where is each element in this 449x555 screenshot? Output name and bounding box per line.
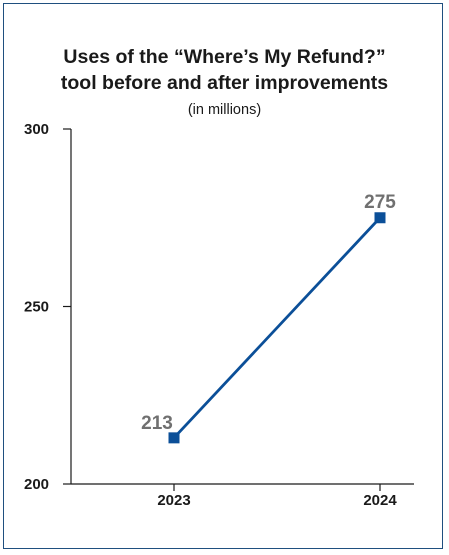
- data-point-2023: [168, 432, 180, 444]
- series-line: [172, 216, 382, 439]
- y-tick-label-300: 300: [24, 121, 49, 138]
- x-tick-label-2024: 2024: [363, 492, 397, 509]
- chart-title-line-1: Uses of the “Where’s My Refund?”: [63, 46, 386, 68]
- chart-title: Uses of the “Where’s My Refund?” tool be…: [0, 44, 449, 96]
- data-label-2023: 213: [141, 413, 173, 434]
- data-label-2024: 275: [364, 192, 396, 213]
- x-tick-label-2023: 2023: [157, 492, 190, 509]
- chart-subtitle: (in millions): [187, 102, 262, 118]
- chart-frame: [3, 3, 443, 549]
- y-tick-label-250: 250: [24, 299, 49, 316]
- chart-title-line-2: tool before and after improvements: [60, 72, 389, 94]
- y-tick-label-200: 200: [24, 476, 49, 493]
- data-point-2024: [374, 212, 386, 224]
